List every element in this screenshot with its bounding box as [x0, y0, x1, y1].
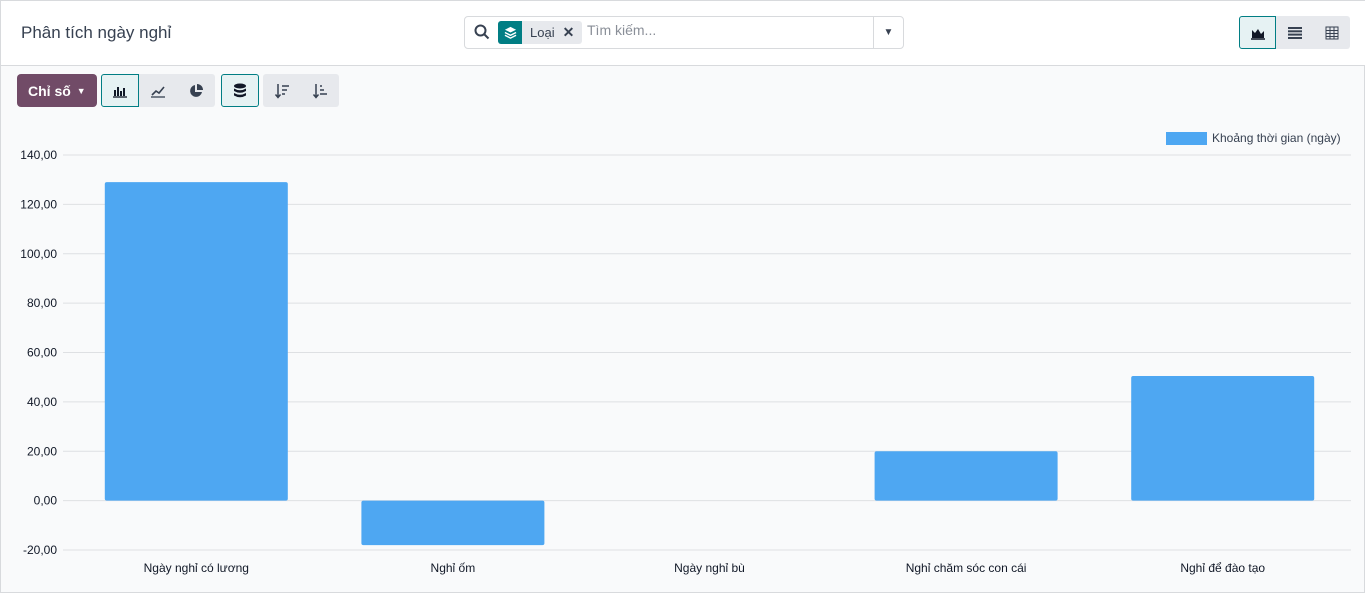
- search-options-toggle[interactable]: ▼: [873, 17, 903, 48]
- layers-icon: [498, 21, 522, 44]
- y-tick-label: 60,00: [27, 346, 57, 360]
- line-chart-button[interactable]: [138, 74, 177, 107]
- database-icon: [233, 83, 246, 97]
- bar[interactable]: [1131, 375, 1315, 501]
- view-switcher: [1239, 16, 1350, 49]
- sort-descending-icon: [274, 83, 289, 99]
- filter-facet: Loại ✕: [498, 21, 583, 44]
- facet-label: Loại: [530, 25, 555, 40]
- sort-ascending-icon: [312, 83, 327, 99]
- bar[interactable]: [104, 182, 288, 501]
- legend[interactable]: Khoảng thời gian (ngày): [1166, 131, 1341, 145]
- sort-ascending-button[interactable]: [300, 74, 339, 107]
- search-bar[interactable]: Loại ✕ ▼: [464, 16, 904, 49]
- x-tick-label: Ngày nghỉ có lương: [144, 561, 249, 575]
- sort-descending-button[interactable]: [262, 74, 301, 107]
- table-icon: [1325, 26, 1338, 39]
- graph-view-button[interactable]: [1239, 16, 1276, 49]
- stacked-toggle-button[interactable]: [220, 74, 259, 107]
- legend-label: Khoảng thời gian (ngày): [1212, 131, 1341, 145]
- measures-dropdown[interactable]: Chỉ số ▼: [17, 74, 97, 107]
- legend-swatch: [1166, 132, 1207, 145]
- y-tick-label: 80,00: [27, 296, 57, 310]
- caret-down-icon: ▼: [76, 85, 86, 96]
- control-panel: Phân tích ngày nghỉ Loại ✕ ▼: [1, 1, 1365, 66]
- list-icon: [1287, 26, 1302, 39]
- pie-chart-button[interactable]: [176, 74, 215, 107]
- measures-label: Chỉ số: [28, 82, 71, 99]
- remove-facet-icon[interactable]: ✕: [562, 24, 575, 40]
- chart-type-group: [100, 74, 215, 107]
- bar[interactable]: [874, 451, 1058, 501]
- y-tick-label: 20,00: [27, 444, 57, 458]
- search-icon: [474, 24, 490, 40]
- x-tick-label: Nghỉ để đào tạo: [1180, 561, 1265, 575]
- pivot-view-button[interactable]: [1313, 16, 1350, 49]
- page-title: Phân tích ngày nghỉ: [21, 23, 172, 42]
- graph-toolbar: Chỉ số ▼: [17, 74, 339, 107]
- y-tick-label: 100,00: [20, 247, 57, 261]
- x-tick-label: Ngày nghỉ bù: [674, 561, 745, 575]
- y-tick-label: 140,00: [20, 148, 57, 162]
- bar-chart-icon: [112, 86, 127, 98]
- pie-chart-icon: [189, 83, 203, 97]
- y-tick-label: -20,00: [23, 543, 57, 557]
- bar-chart: -20,00 0,00 20,00 40,00 60,00 80,00 100,00 120,…: [20, 131, 1351, 575]
- line-chart-icon: [150, 85, 165, 98]
- y-tick-label: 40,00: [27, 395, 57, 409]
- y-tick-label: 0,00: [34, 494, 58, 508]
- sort-group: [262, 74, 339, 107]
- bar-chart-button[interactable]: [100, 74, 139, 107]
- bar[interactable]: [361, 500, 545, 546]
- y-tick-label: 120,00: [20, 197, 57, 211]
- x-tick-label: Nghỉ ốm: [431, 561, 476, 575]
- search-input[interactable]: [587, 22, 867, 38]
- x-tick-label: Nghỉ chăm sóc con cái: [906, 561, 1027, 575]
- list-view-button[interactable]: [1276, 16, 1313, 49]
- area-chart-icon: [1250, 28, 1265, 40]
